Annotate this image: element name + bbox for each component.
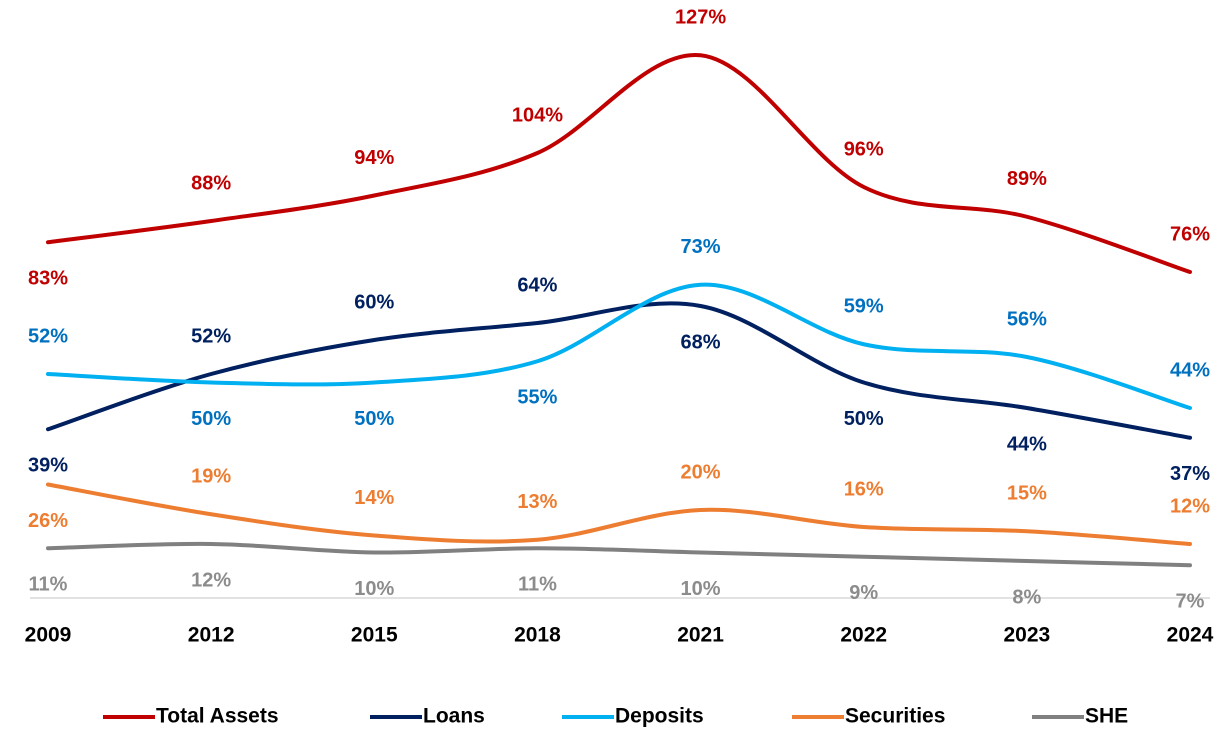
x-tick-label: 2024 <box>1167 624 1214 647</box>
data-label: 50% <box>191 408 231 430</box>
x-tick-label: 2023 <box>1003 624 1050 647</box>
data-label: 12% <box>191 569 231 591</box>
data-label: 76% <box>1170 223 1210 245</box>
data-label: 7% <box>1176 591 1205 613</box>
series-line <box>46 482 1192 546</box>
series-line <box>46 301 1192 440</box>
data-label: 56% <box>1007 308 1047 330</box>
data-label: 15% <box>1007 483 1047 505</box>
legend-label: Loans <box>423 705 485 728</box>
data-label: 11% <box>518 574 557 596</box>
data-label: 44% <box>1007 433 1047 455</box>
series-line <box>46 53 1192 274</box>
x-tick-label: 2009 <box>25 624 72 647</box>
data-label: 73% <box>681 236 721 258</box>
data-label: 52% <box>191 325 231 347</box>
data-label: 10% <box>681 578 721 600</box>
data-label: 9% <box>849 582 878 604</box>
series-line <box>46 282 1192 410</box>
data-label: 59% <box>844 296 884 318</box>
series-line <box>46 541 1192 568</box>
legend-label: Total Assets <box>156 705 279 728</box>
data-label: 127% <box>675 7 726 29</box>
x-tick-label: 2021 <box>677 624 724 647</box>
x-tick-label: 2022 <box>840 624 887 647</box>
x-tick-label: 2018 <box>514 624 561 647</box>
data-label: 52% <box>28 325 68 347</box>
data-label: 13% <box>517 491 557 513</box>
data-label: 26% <box>28 510 68 532</box>
legend-label: Deposits <box>615 705 704 728</box>
data-label: 60% <box>354 291 394 313</box>
data-label: 88% <box>191 172 231 194</box>
x-tick-label: 2015 <box>351 624 398 647</box>
data-label: 50% <box>844 408 884 430</box>
data-label: 37% <box>1170 463 1210 485</box>
data-label: 39% <box>28 455 68 477</box>
data-label: 8% <box>1012 586 1041 608</box>
data-label: 11% <box>29 574 68 596</box>
data-label: 10% <box>354 578 394 600</box>
data-label: 68% <box>681 331 721 353</box>
x-tick-label: 2012 <box>188 624 235 647</box>
data-label: 16% <box>844 478 884 500</box>
data-label: 19% <box>191 466 231 488</box>
data-label: 44% <box>1170 359 1210 381</box>
data-label: 104% <box>512 104 563 126</box>
data-label: 14% <box>354 487 394 509</box>
legend-label: Securities <box>845 705 945 728</box>
data-label: 89% <box>1007 168 1047 190</box>
data-label: 55% <box>517 387 557 409</box>
legend-label: SHE <box>1085 705 1128 728</box>
data-label: 50% <box>354 408 394 430</box>
data-label: 12% <box>1170 495 1210 517</box>
data-label: 20% <box>681 461 721 483</box>
data-label: 96% <box>844 138 884 160</box>
data-label: 64% <box>517 274 557 296</box>
data-label: 83% <box>28 268 68 290</box>
data-label: 94% <box>354 147 394 169</box>
